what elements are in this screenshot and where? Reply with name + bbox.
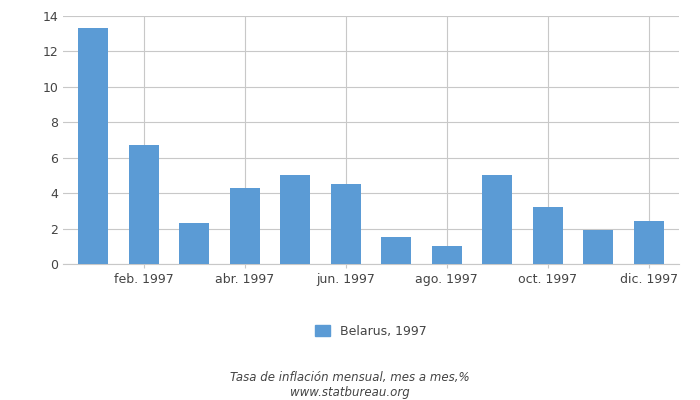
Bar — [381, 238, 412, 264]
Bar — [533, 207, 563, 264]
Bar — [330, 184, 361, 264]
Bar — [78, 28, 108, 264]
Bar — [634, 222, 664, 264]
Legend: Belarus, 1997: Belarus, 1997 — [315, 325, 427, 338]
Bar — [129, 145, 159, 264]
Bar — [280, 176, 310, 264]
Bar — [432, 246, 462, 264]
Bar — [179, 223, 209, 264]
Bar — [583, 230, 613, 264]
Bar — [482, 176, 512, 264]
Text: Tasa de inflación mensual, mes a mes,%: Tasa de inflación mensual, mes a mes,% — [230, 372, 470, 384]
Text: www.statbureau.org: www.statbureau.org — [290, 386, 410, 399]
Bar — [230, 188, 260, 264]
